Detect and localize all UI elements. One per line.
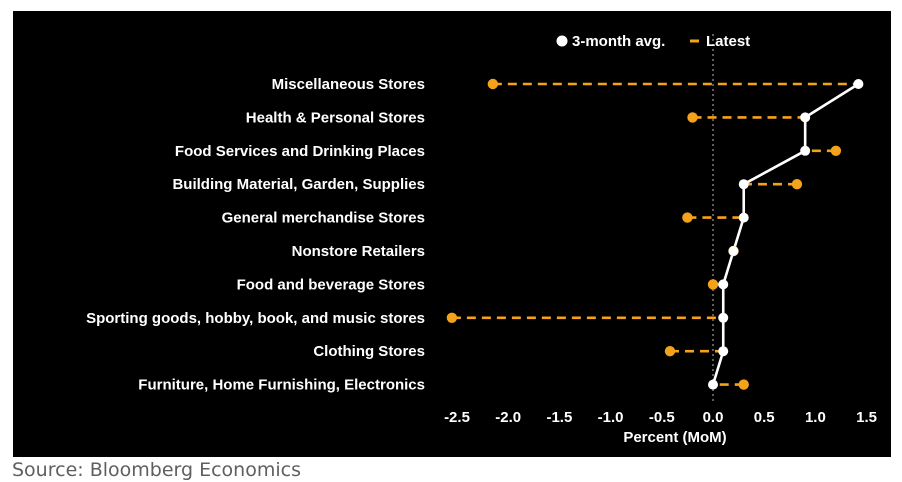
category-label: Building Material, Garden, Supplies xyxy=(172,176,425,193)
latest-point xyxy=(791,179,803,190)
x-tick-label: -0.5 xyxy=(649,409,675,426)
avg-point xyxy=(718,346,729,357)
category-label: Miscellaneous Stores xyxy=(272,76,425,93)
x-tick-label: 0.5 xyxy=(754,409,775,426)
latest-point xyxy=(446,312,458,323)
latest-point xyxy=(682,212,693,223)
category-label: Food Services and Drinking Places xyxy=(175,143,425,160)
latest-point xyxy=(830,145,842,156)
avg-series-line xyxy=(711,82,860,385)
category-label: General merchandise Stores xyxy=(222,210,425,227)
chart-panel: Miscellaneous Stores Health & Personal St… xyxy=(13,11,891,457)
x-tick-label: 1.5 xyxy=(856,409,877,426)
legend-avg-marker xyxy=(556,35,568,47)
category-label: Nonstore Retailers xyxy=(292,243,425,260)
legend-avg-label: 3-month avg. xyxy=(572,33,665,50)
source-note: Source: Bloomberg Economics xyxy=(12,459,301,481)
x-tick-label: -2.0 xyxy=(495,409,521,426)
x-tick-label: -1.0 xyxy=(598,409,624,426)
x-tick-label: 0.0 xyxy=(703,409,724,426)
latest-point xyxy=(738,379,749,390)
x-axis-title: Percent (MoM) xyxy=(623,429,726,446)
avg-point xyxy=(728,246,739,256)
avg-point xyxy=(738,212,749,223)
category-label: Health & Personal Stores xyxy=(246,109,425,126)
category-label: Furniture, Home Furnishing, Electronics xyxy=(138,377,425,394)
avg-point xyxy=(853,79,864,89)
x-tick-label: 1.0 xyxy=(805,409,826,426)
latest-point xyxy=(687,112,698,123)
latest-point xyxy=(707,279,719,290)
avg-point xyxy=(800,112,811,123)
legend: 3-month avg. Latest xyxy=(556,33,750,50)
latest-point xyxy=(664,346,676,357)
avg-point xyxy=(800,145,811,156)
avg-point xyxy=(738,179,749,190)
avg-point xyxy=(718,279,729,290)
legend-latest-label: Latest xyxy=(706,33,750,50)
category-label: Food and beverage Stores xyxy=(237,276,425,293)
latest-point xyxy=(487,78,499,90)
avg-point xyxy=(708,379,718,390)
x-tick-label: -2.5 xyxy=(444,409,470,426)
category-label: Clothing Stores xyxy=(313,343,425,360)
x-tick-label: -1.5 xyxy=(546,409,572,426)
chart-svg: Miscellaneous Stores Health & Personal St… xyxy=(86,33,877,446)
avg-point xyxy=(718,312,729,323)
category-label: Sporting goods, hobby, book, and music s… xyxy=(86,310,425,327)
